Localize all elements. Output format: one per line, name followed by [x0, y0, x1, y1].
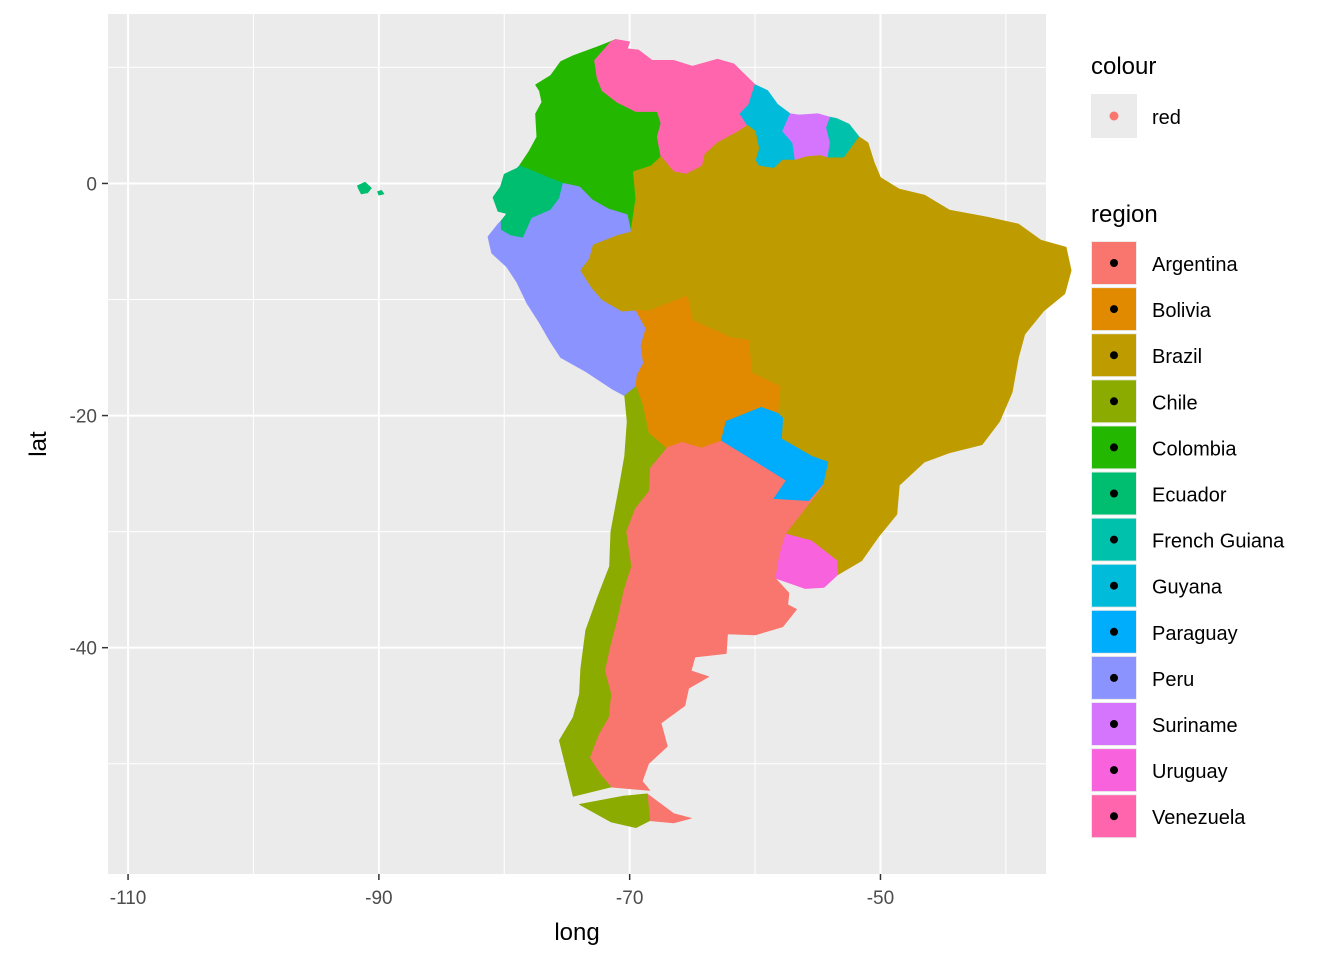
region-legend-label: Paraguay	[1152, 623, 1238, 645]
x-tick-label: -110	[110, 888, 147, 909]
colour-legend: colour red	[1091, 53, 1181, 138]
x-tick-label: -90	[365, 888, 392, 909]
region-legend-point	[1110, 766, 1118, 775]
region-legend-title: region	[1091, 201, 1158, 228]
region-legend-point	[1110, 305, 1118, 314]
region-legend-point	[1110, 259, 1118, 267]
region-legend-point	[1110, 812, 1118, 821]
region-legend: region Argentina Bolivia Brazil Chile Colomb…	[1091, 201, 1285, 839]
y-axis: 0 -20 -40	[70, 174, 108, 660]
x-axis-title: long	[554, 919, 599, 946]
region-legend-label: Ecuador	[1152, 485, 1227, 507]
region-legend-point	[1110, 535, 1118, 544]
region-legend-label: Argentina	[1152, 254, 1238, 276]
region-legend-point	[1110, 397, 1118, 406]
region-legend-label: Venezuela	[1152, 807, 1246, 829]
y-tick-label: -40	[70, 639, 97, 660]
region-legend-point	[1110, 720, 1118, 728]
region-legend-point	[1110, 351, 1118, 360]
region-chile	[579, 793, 651, 828]
y-tick-label: -20	[70, 407, 97, 428]
region-legend-label: French Guiana	[1152, 531, 1285, 553]
region-legend-label: Guyana	[1152, 577, 1223, 599]
region-ecuador	[357, 181, 372, 195]
region-chile	[559, 386, 667, 797]
region-legend-point	[1110, 673, 1118, 682]
country-polygons	[357, 39, 1072, 828]
region-legend-label: Suriname	[1152, 715, 1238, 737]
region-legend-point	[1110, 443, 1118, 452]
colour-legend-point	[1109, 111, 1119, 121]
region-legend-label: Colombia	[1152, 438, 1237, 460]
colour-legend-label: red	[1152, 107, 1181, 129]
region-legend-label: Uruguay	[1152, 761, 1228, 783]
region-legend-label: Brazil	[1152, 346, 1202, 368]
region-legend-label: Chile	[1152, 392, 1198, 414]
colour-legend-title: colour	[1091, 53, 1156, 80]
x-tick-label: -70	[616, 888, 643, 909]
region-legend-point	[1110, 581, 1118, 590]
x-tick-label: -50	[867, 888, 894, 909]
x-axis: -110 -90 -70 -50	[110, 874, 894, 909]
y-axis-title: lat	[25, 431, 52, 457]
region-legend-point	[1110, 627, 1118, 636]
region-legend-point	[1110, 489, 1118, 498]
y-tick-label: 0	[86, 174, 97, 195]
region-legend-label: Peru	[1152, 669, 1194, 691]
region-legend-label: Bolivia	[1152, 300, 1212, 322]
region-ecuador	[377, 189, 385, 196]
